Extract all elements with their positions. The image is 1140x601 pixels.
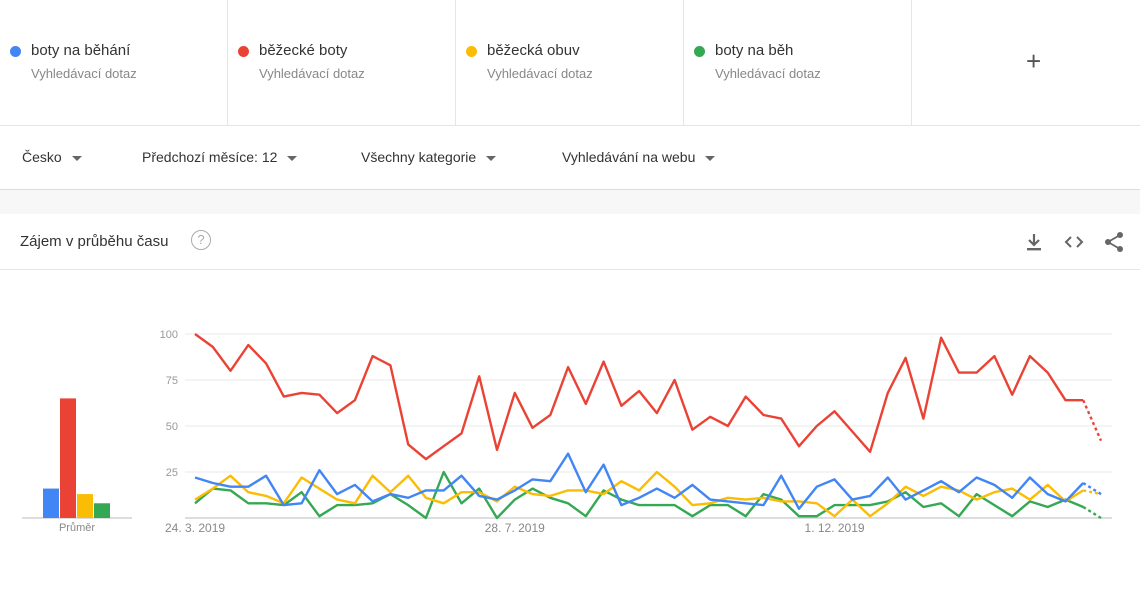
caret-down-icon: [486, 155, 497, 161]
search-type-dropdown-label: Vyhledávání na webu: [562, 149, 696, 165]
embed-code-icon[interactable]: [1062, 230, 1086, 254]
series-line: [194, 470, 1084, 520]
search-terms-bar: boty na běhání Vyhledávací dotaz běžecké…: [0, 0, 1140, 126]
average-label: Průměr: [59, 522, 95, 534]
add-comparison-button[interactable]: +: [912, 0, 1139, 125]
card-title: Zájem v průběhu času: [20, 233, 169, 250]
grid: [185, 333, 1112, 519]
x-tick-label: 28. 7. 2019: [485, 521, 545, 535]
search-term-label: boty na běhání: [31, 42, 131, 59]
category-dropdown-label: Všechny kategorie: [361, 149, 477, 165]
period-dropdown-label: Předchozí měsíce: 12: [142, 149, 278, 165]
filters-bar: Česko Předchozí měsíce: 12 Všechny kateg…: [0, 125, 1140, 190]
y-tick-label: 75: [166, 375, 178, 387]
help-icon[interactable]: ?: [191, 230, 211, 250]
section-gap: [0, 190, 1140, 214]
average-bar: [77, 494, 93, 518]
series-color-dot: [10, 46, 21, 57]
x-tick-label: 24. 3. 2019: [165, 521, 225, 535]
period-dropdown[interactable]: Předchozí měsíce: 12: [142, 149, 298, 165]
average-bar: [60, 398, 76, 518]
search-term-4[interactable]: boty na běh Vyhledávací dotaz: [684, 0, 912, 125]
series-color-dot: [238, 46, 249, 57]
search-term-2[interactable]: běžecké boty Vyhledávací dotaz: [228, 0, 456, 125]
search-term-1[interactable]: boty na běhání Vyhledávací dotaz: [0, 0, 228, 125]
caret-down-icon: [71, 155, 82, 161]
search-type-dropdown[interactable]: Vyhledávání na webu: [562, 149, 716, 165]
search-term-type: Vyhledávací dotaz: [715, 66, 821, 81]
series-line-partial: [1082, 399, 1103, 442]
caret-down-icon: [705, 155, 716, 161]
interest-chart: Průměr 100 75 50 25 24. 3. 2019 28. 7. 2019 1…: [22, 329, 1112, 535]
plus-icon: +: [1026, 46, 1042, 76]
search-term-type: Vyhledávací dotaz: [259, 66, 365, 81]
search-term-type: Vyhledávací dotaz: [487, 66, 593, 81]
average-bar: [43, 488, 59, 518]
region-dropdown[interactable]: Česko: [22, 149, 82, 165]
series-line: [194, 470, 1084, 518]
y-tick-labels: 100 75 50 25: [160, 329, 178, 479]
card-header: Zájem v průběhu času ?: [0, 214, 1140, 270]
search-term-label: běžecká obuv: [487, 42, 580, 59]
series-color-dot: [694, 46, 705, 57]
series-line: [194, 452, 1085, 510]
series-line-partial: [1082, 481, 1102, 496]
caret-down-icon: [287, 155, 298, 161]
share-icon[interactable]: [1102, 230, 1126, 254]
x-tick-labels: 24. 3. 2019 28. 7. 2019 1. 12. 2019: [165, 521, 865, 535]
search-term-3[interactable]: běžecká obuv Vyhledávací dotaz: [456, 0, 684, 125]
y-tick-label: 100: [160, 329, 178, 341]
search-term-label: boty na běh: [715, 42, 794, 59]
y-tick-label: 50: [166, 421, 178, 433]
search-term-type: Vyhledávací dotaz: [31, 66, 137, 81]
series-line: [194, 333, 1084, 461]
average-bar: [94, 503, 110, 518]
y-tick-label: 25: [166, 467, 178, 479]
series-line-partial: [1082, 505, 1102, 520]
category-dropdown[interactable]: Všechny kategorie: [361, 149, 497, 165]
download-icon[interactable]: [1022, 230, 1046, 254]
series-color-dot: [466, 46, 477, 57]
average-bars: [22, 398, 132, 519]
search-term-label: běžecké boty: [259, 42, 348, 59]
interest-over-time-card: Zájem v průběhu času ? Průměr 100 75 50 25 …: [0, 214, 1140, 601]
series-lines: [194, 333, 1103, 520]
region-dropdown-label: Česko: [22, 149, 62, 165]
x-tick-label: 1. 12. 2019: [805, 521, 865, 535]
